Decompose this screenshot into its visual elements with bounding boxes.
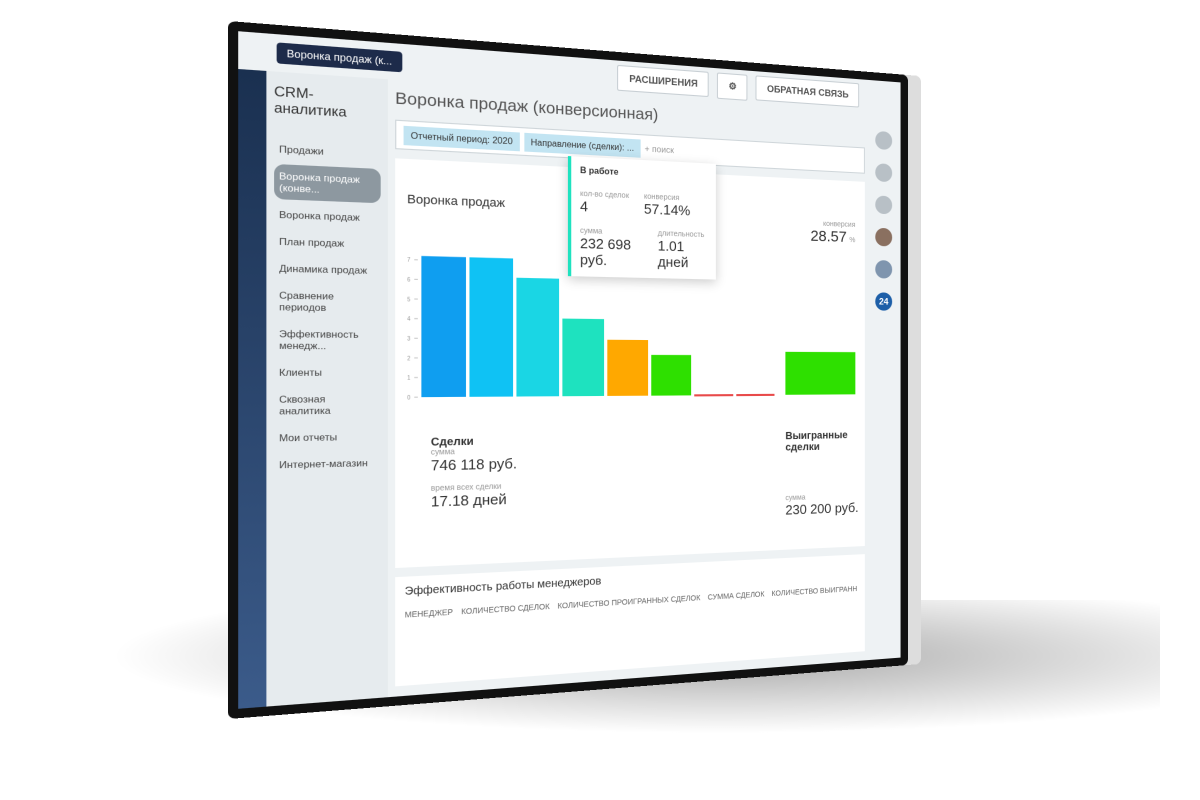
column-header: КОЛИЧЕСТВО ПРОИГРАННЫХ СДЕЛОК bbox=[557, 594, 701, 611]
menu-item[interactable]: Воронка продаж (конве... bbox=[274, 163, 381, 204]
menu-item[interactable]: План продаж bbox=[279, 235, 345, 250]
column-header: КОЛИЧЕСТВО СДЕЛОК bbox=[461, 603, 550, 617]
bar bbox=[516, 277, 560, 397]
search-icon[interactable] bbox=[875, 195, 893, 215]
badge[interactable]: 24 bbox=[875, 292, 893, 311]
extensions-button[interactable]: РАСШИРЕНИЯ bbox=[617, 64, 710, 98]
menu-item[interactable]: Воронка продаж bbox=[279, 208, 360, 224]
menu-item[interactable]: Сравнение периодов bbox=[279, 289, 334, 314]
unit: % bbox=[849, 236, 856, 245]
y-tick-label: 0 bbox=[407, 395, 410, 402]
menu-item[interactable]: Сквозная аналитика bbox=[279, 393, 331, 417]
sidebar-title: CRM-аналитика bbox=[274, 83, 347, 121]
y-tick-label: 7 bbox=[407, 257, 410, 264]
avatar[interactable] bbox=[875, 260, 893, 279]
avatar[interactable] bbox=[875, 227, 893, 247]
menu-item[interactable]: Продажи bbox=[279, 143, 324, 158]
y-tick-label: 1 bbox=[407, 375, 410, 382]
search: + поиск bbox=[644, 143, 674, 155]
filter-chip: Направление (сделки): ... bbox=[523, 132, 641, 158]
bar bbox=[562, 318, 605, 397]
menu-item[interactable]: Динамика продаж bbox=[279, 262, 368, 277]
bar bbox=[469, 257, 514, 397]
menu-item[interactable]: Интернет-магазин bbox=[279, 457, 368, 471]
value: 232 698 руб. bbox=[580, 235, 632, 269]
bar bbox=[736, 393, 775, 397]
feedback-button[interactable]: ОБРАТНАЯ СВЯЗЬ bbox=[755, 75, 860, 108]
monitor: Воронка продаж (к... РАСШИРЕНИЯ ⚙ ОБРАТН… bbox=[227, 20, 908, 720]
right-rail: 24 bbox=[866, 79, 901, 661]
main: Воронка продаж (конверсионная) Отчетный … bbox=[395, 84, 865, 696]
value: 17.18 дней bbox=[430, 490, 507, 510]
screen: Воронка продаж (к... РАСШИРЕНИЯ ⚙ ОБРАТН… bbox=[238, 31, 901, 709]
value: 4 bbox=[580, 198, 588, 215]
bar bbox=[694, 394, 734, 397]
column-header: МЕНЕДЖЕР bbox=[404, 609, 453, 620]
bar bbox=[607, 339, 649, 396]
column-header: КОЛИЧЕСТВО ВЫИГРАНН bbox=[771, 585, 858, 599]
won-title: Выигранные сделки bbox=[785, 429, 848, 454]
tab[interactable]: Воронка продаж (к... bbox=[276, 42, 402, 73]
bar bbox=[421, 255, 466, 398]
value: 230 200 руб. bbox=[785, 499, 859, 518]
y-tick-label: 3 bbox=[407, 336, 410, 343]
column-header: СУММА СДЕЛОК bbox=[707, 591, 765, 602]
menu-item[interactable]: Мои отчеты bbox=[279, 431, 338, 444]
menu-item[interactable]: Эффективность менедж... bbox=[279, 327, 359, 352]
tooltip: В работе кол-во сделок 4 конверсия 57.14% с… bbox=[567, 156, 716, 280]
sidebar: CRM-аналитика Продажи Воронка продаж (конв… bbox=[266, 70, 388, 707]
value: 1.01 дней bbox=[657, 237, 689, 271]
y-tick-label: 4 bbox=[407, 316, 410, 323]
settings-button[interactable]: ⚙ bbox=[717, 71, 748, 101]
deals-title: Сделки bbox=[430, 435, 474, 449]
funnel-chart: 0 1 2 3 4 5 6 7 bbox=[407, 255, 856, 402]
bar bbox=[651, 354, 692, 396]
managers-card: Эффективность работы менеджеров МЕНЕДЖЕР… bbox=[395, 554, 865, 687]
value: 28.57 bbox=[810, 227, 847, 246]
y-tick-label: 2 bbox=[407, 356, 410, 363]
tooltip-title: В работе bbox=[580, 165, 619, 178]
value: 57.14% bbox=[643, 200, 691, 219]
bell-icon[interactable] bbox=[875, 163, 893, 183]
filter-chip: Отчетный период: 2020 bbox=[403, 125, 520, 151]
y-tick-label: 5 bbox=[407, 297, 410, 304]
menu-item[interactable]: Клиенты bbox=[279, 366, 322, 379]
help-icon[interactable] bbox=[875, 130, 893, 151]
y-tick-label: 6 bbox=[407, 277, 410, 284]
left-nav bbox=[238, 68, 267, 709]
value: 746 118 руб. bbox=[430, 455, 517, 474]
bar bbox=[785, 351, 856, 395]
